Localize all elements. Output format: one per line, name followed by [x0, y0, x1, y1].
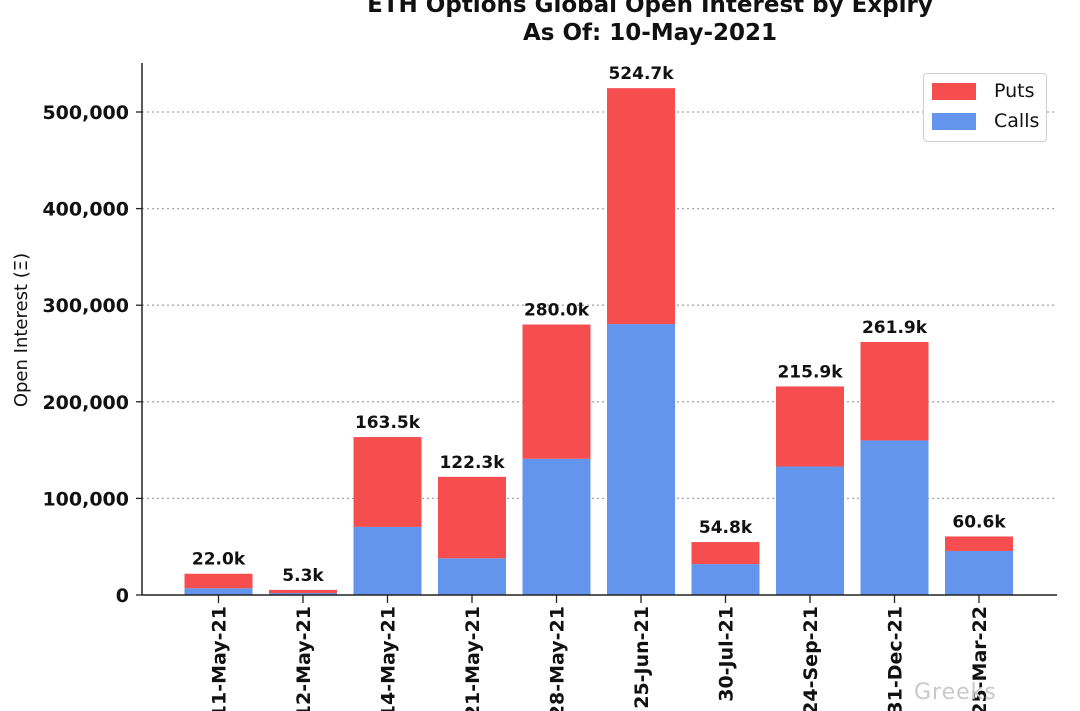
bar-total-label: 5.3k — [282, 566, 324, 586]
x-tick-label: 30-Jul-21 — [716, 606, 738, 702]
x-tick-label: 25-Mar-22 — [969, 606, 991, 711]
bar-total-label: 280.0k — [524, 301, 590, 321]
bar-puts — [438, 476, 506, 559]
bar-total-label: 524.7k — [608, 64, 674, 84]
bar-total-label: 122.3k — [439, 453, 505, 473]
y-tick-label: 200,000 — [42, 392, 129, 414]
bar-total-label: 261.9k — [862, 318, 928, 338]
bar-puts — [945, 536, 1013, 551]
bar-puts — [269, 589, 337, 594]
bar-calls — [945, 550, 1013, 595]
bar-calls — [269, 593, 337, 595]
x-tick-label: 14-May-21 — [378, 606, 400, 711]
chart-subtitle: As Of: 10-May-2021 — [522, 20, 778, 46]
bar-puts — [776, 386, 844, 467]
bar-puts — [353, 437, 422, 527]
bar-calls — [438, 558, 506, 595]
bar-calls — [607, 324, 675, 595]
bar-calls — [860, 440, 929, 595]
x-tick-label: 28-May-21 — [547, 606, 569, 711]
bar-total-label: 22.0k — [192, 550, 246, 570]
legend-label-calls: Calls — [994, 110, 1040, 132]
chart-title: ETH Options Global Open Interest by Expi… — [367, 0, 933, 18]
watermark-text: Greeks — [914, 680, 997, 705]
y-tick-label: 500,000 — [42, 102, 129, 124]
bar-puts — [691, 542, 760, 565]
bar-puts — [860, 342, 929, 441]
x-tick-label: 11-May-21 — [209, 606, 231, 711]
bar-puts — [184, 573, 253, 589]
bar-calls — [353, 526, 422, 595]
y-tick-label: 400,000 — [42, 199, 129, 221]
bar-total-label: 60.6k — [952, 512, 1006, 532]
legend-item-puts: Puts — [932, 80, 1035, 102]
bar-total-label: 215.9k — [777, 362, 843, 382]
bar-puts — [607, 88, 675, 325]
chart-legend: Puts Calls — [923, 73, 1047, 142]
x-tick-label: 31-Dec-21 — [885, 606, 907, 711]
legend-swatch-calls — [932, 112, 976, 130]
bar-total-label: 163.5k — [355, 413, 421, 433]
bar-calls — [184, 588, 253, 595]
y-axis-label: Open Interest (Ξ) — [11, 253, 32, 407]
y-tick-label: 0 — [116, 585, 129, 607]
legend-item-calls: Calls — [932, 110, 1039, 132]
x-tick-label: 12-May-21 — [293, 606, 315, 711]
bar-calls — [776, 466, 844, 595]
bar-total-label: 54.8k — [699, 518, 753, 538]
y-tick-label: 300,000 — [42, 295, 129, 317]
legend-label-puts: Puts — [994, 80, 1035, 102]
y-tick-label: 100,000 — [42, 488, 129, 510]
x-tick-label: 24-Sep-21 — [800, 606, 822, 711]
legend-swatch-puts — [932, 82, 976, 100]
x-tick-label: 21-May-21 — [462, 606, 484, 711]
bar-calls — [522, 458, 591, 595]
x-tick-label: 25-Jun-21 — [631, 606, 653, 709]
bar-puts — [522, 324, 591, 459]
bar-calls — [691, 564, 760, 595]
